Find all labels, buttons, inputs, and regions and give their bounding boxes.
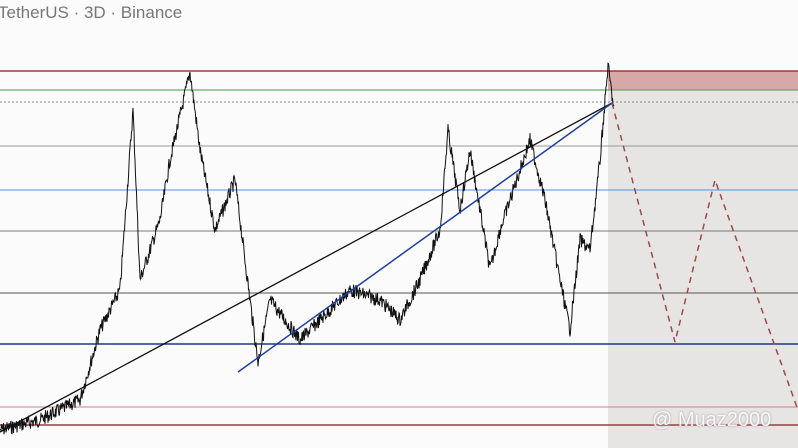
trend-line xyxy=(237,102,613,373)
trend-line xyxy=(0,102,613,433)
projection-path xyxy=(611,102,798,411)
resistance-zone xyxy=(608,71,798,90)
price-line xyxy=(0,62,615,435)
projection-zone xyxy=(608,71,798,448)
watermark: @ Muaz2000 xyxy=(652,409,772,431)
chart-title: TetherUS · 3D · Binance xyxy=(0,3,183,22)
